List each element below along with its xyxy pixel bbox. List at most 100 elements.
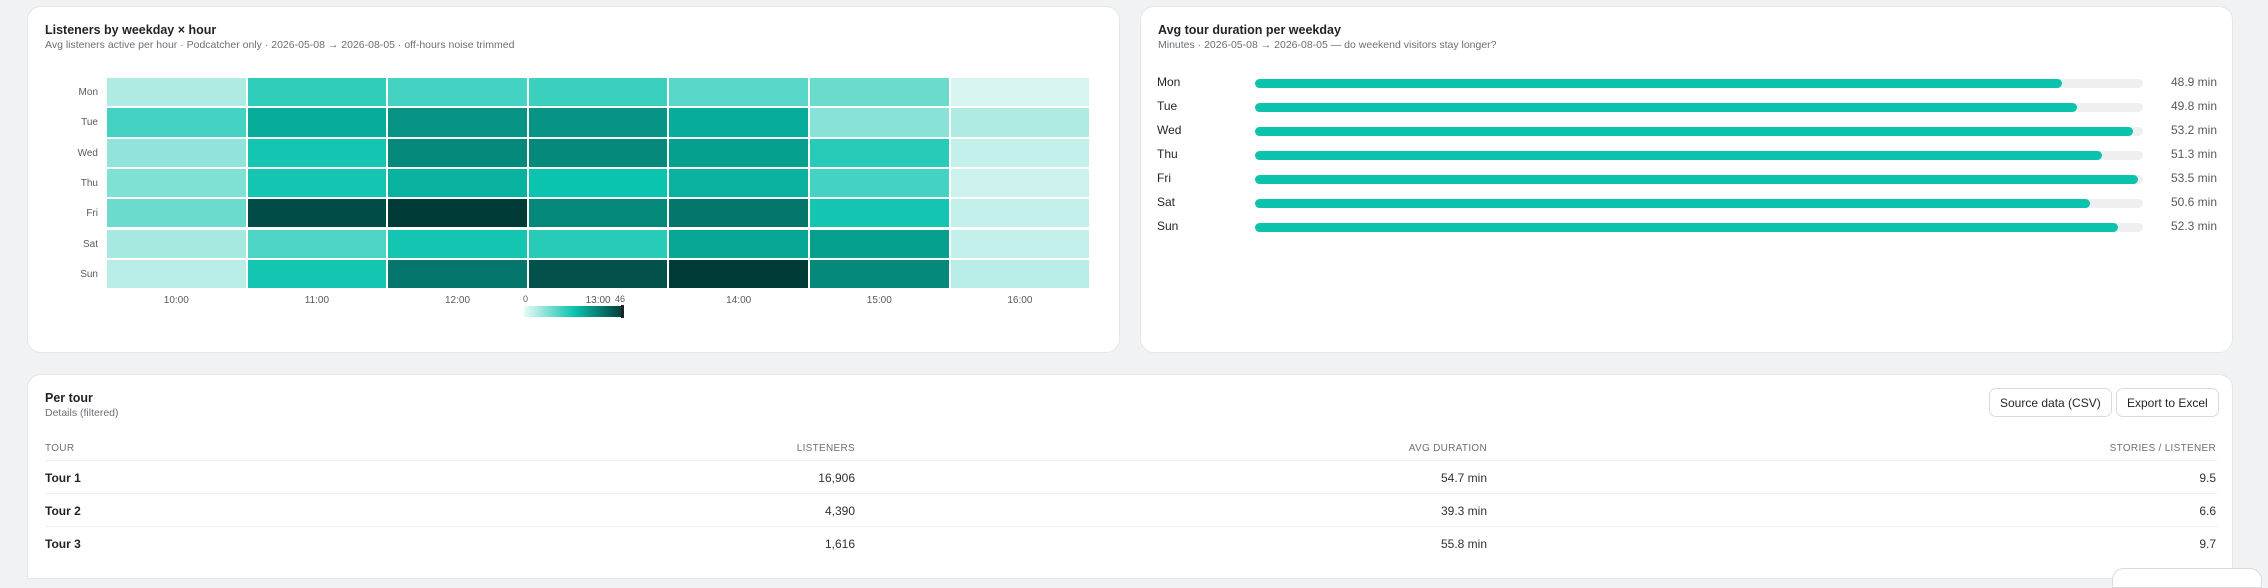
heatmap-cell[interactable]	[809, 228, 950, 259]
duration-bar-row: Sat 50.6 min	[1157, 194, 2217, 210]
heatmap-cell[interactable]	[668, 258, 809, 290]
duration-title: Avg tour duration per weekday	[1158, 23, 1341, 37]
heatmap-cell[interactable]	[949, 137, 1091, 168]
duration-bar-track	[1255, 103, 2143, 112]
heatmap-subtitle: Avg listeners active per hour · Podcatch…	[45, 39, 515, 51]
table-row[interactable]: Tour 2 4,390 39.3 min 6.6	[45, 493, 2217, 526]
duration-bar-value: 48.9 min	[2170, 75, 2217, 89]
per-tour-card: Per tour Details (filtered) Source data …	[27, 374, 2233, 579]
table-row[interactable]: Tour 1 16,906 54.7 min 9.5	[45, 460, 2217, 493]
table-row[interactable]: Tour 3 1,616 55.8 min 9.7	[45, 526, 2217, 559]
cell-avg-duration: 54.7 min	[1440, 471, 1487, 485]
duration-bar-label: Tue	[1157, 99, 1178, 113]
heatmap-title: Listeners by weekday × hour	[45, 23, 217, 37]
duration-bar-track	[1255, 175, 2143, 184]
heatmap-cell[interactable]	[809, 198, 950, 229]
duration-bar-value: 50.6 min	[2170, 195, 2217, 209]
floating-panel-tab[interactable]	[2112, 568, 2262, 588]
heatmap-cell[interactable]	[527, 77, 669, 108]
heatmap-row-label: Thu	[80, 177, 98, 189]
heatmap-row-label: Fri	[86, 208, 98, 220]
cell-avg-duration: 55.8 min	[1440, 537, 1487, 551]
heatmap-cell[interactable]	[949, 198, 1091, 229]
heatmap-column-label: 15:00	[866, 295, 892, 307]
duration-bar[interactable]	[1255, 199, 2091, 208]
heatmap-cell[interactable]	[246, 228, 388, 259]
heatmap-cell[interactable]	[246, 137, 388, 168]
duration-bar[interactable]	[1255, 223, 2119, 232]
cell-listeners: 16,906	[818, 471, 855, 485]
column-header-tour[interactable]: TOUR	[45, 443, 75, 454]
duration-bar[interactable]	[1255, 79, 2063, 88]
export-excel-button[interactable]: Export to Excel	[2116, 388, 2219, 417]
heatmap-cell[interactable]	[246, 167, 388, 199]
duration-bar-label: Sun	[1157, 219, 1179, 233]
column-header-stories-per-listener[interactable]: STORIES / LISTENER	[2109, 443, 2216, 454]
heatmap-cell[interactable]	[106, 258, 247, 290]
duration-bar[interactable]	[1255, 103, 2077, 112]
heatmap-column-label: 16:00	[1007, 295, 1033, 307]
heatmap-cell[interactable]	[106, 228, 247, 259]
heatmap-cell[interactable]	[106, 77, 247, 108]
heatmap-cell[interactable]	[949, 107, 1091, 138]
heatmap-cell[interactable]	[387, 77, 528, 108]
color-scale-bar	[524, 306, 624, 317]
heatmap-cell[interactable]	[527, 228, 669, 259]
per-tour-title: Per tour	[45, 391, 93, 405]
duration-bar-row: Wed 53.2 min	[1157, 122, 2217, 138]
heatmap-cell[interactable]	[246, 77, 388, 108]
heatmap-cell[interactable]	[246, 198, 388, 229]
cell-stories-per-listener: 9.5	[2199, 471, 2216, 485]
heatmap-cell[interactable]	[246, 258, 388, 290]
duration-bar-row: Sun 52.3 min	[1157, 218, 2217, 234]
heatmap-cell[interactable]	[668, 107, 809, 138]
heatmap-cell[interactable]	[246, 107, 388, 138]
heatmap-cell[interactable]	[949, 167, 1091, 199]
source-data-csv-button[interactable]: Source data (CSV)	[1989, 388, 2112, 417]
heatmap-row-label: Tue	[81, 117, 98, 129]
heatmap-cell[interactable]	[809, 167, 950, 199]
heatmap-cell[interactable]	[668, 198, 809, 229]
duration-bar[interactable]	[1255, 151, 2102, 160]
duration-bar-row: Thu 51.3 min	[1157, 146, 2217, 162]
duration-card: Avg tour duration per weekday Minutes · …	[1140, 6, 2233, 353]
color-scale-max: 46	[615, 294, 626, 304]
duration-bar-label: Fri	[1157, 171, 1171, 185]
heatmap-cell[interactable]	[527, 167, 669, 199]
heatmap-cell[interactable]	[387, 228, 528, 259]
heatmap-cell[interactable]	[949, 77, 1091, 108]
duration-bar[interactable]	[1255, 175, 2139, 184]
heatmap-cell[interactable]	[527, 258, 669, 290]
heatmap-cell[interactable]	[668, 228, 809, 259]
duration-bar-row: Tue 49.8 min	[1157, 98, 2217, 114]
heatmap-cell[interactable]	[668, 137, 809, 168]
heatmap-cell[interactable]	[527, 137, 669, 168]
heatmap-cell[interactable]	[809, 258, 950, 290]
heatmap-cell[interactable]	[809, 107, 950, 138]
heatmap-cell[interactable]	[527, 198, 669, 229]
duration-bar-value: 49.8 min	[2170, 99, 2217, 113]
heatmap-cell[interactable]	[387, 167, 528, 199]
heatmap-column-label: 10:00	[163, 295, 189, 307]
heatmap-cell[interactable]	[106, 107, 247, 138]
column-header-listeners[interactable]: LISTENERS	[796, 443, 855, 454]
column-header-avg-duration[interactable]: AVG DURATION	[1408, 443, 1487, 454]
heatmap-cell[interactable]	[668, 167, 809, 199]
heatmap-cell[interactable]	[106, 137, 247, 168]
heatmap-cell[interactable]	[106, 198, 247, 229]
heatmap-cell[interactable]	[809, 137, 950, 168]
cell-stories-per-listener: 9.7	[2199, 537, 2216, 551]
heatmap-cell[interactable]	[387, 137, 528, 168]
heatmap-cell[interactable]	[387, 198, 528, 229]
duration-bar-track	[1255, 127, 2143, 136]
duration-bar-track	[1255, 199, 2143, 208]
heatmap-cell[interactable]	[949, 228, 1091, 259]
heatmap-cell[interactable]	[809, 77, 950, 108]
heatmap-cell[interactable]	[106, 167, 247, 199]
heatmap-cell[interactable]	[527, 107, 669, 138]
heatmap-cell[interactable]	[387, 107, 528, 138]
heatmap-cell[interactable]	[949, 258, 1091, 290]
heatmap-cell[interactable]	[668, 77, 809, 108]
heatmap-cell[interactable]	[387, 258, 528, 290]
duration-bar[interactable]	[1255, 127, 2134, 136]
